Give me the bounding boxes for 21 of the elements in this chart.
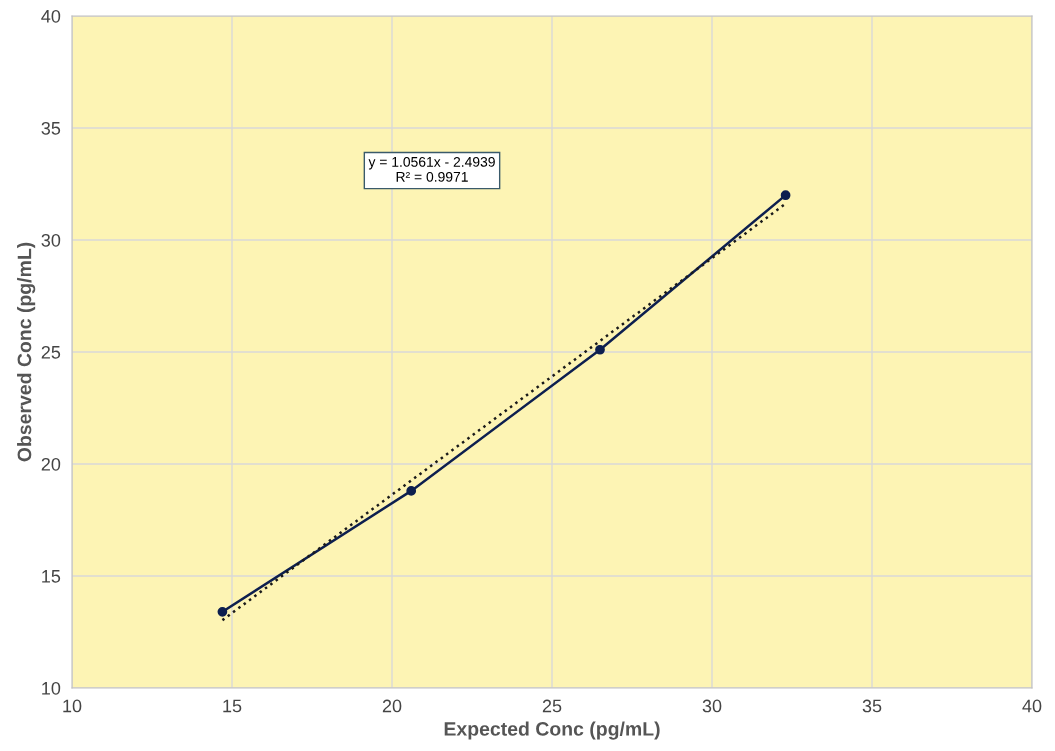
x-tick-label: 10 xyxy=(63,699,82,713)
x-tick-label: 15 xyxy=(223,699,242,713)
annotation: y = 1.0561x - 2.4939 R² = 0.9971 xyxy=(368,156,495,182)
point xyxy=(406,486,417,496)
x-tick-label: 30 xyxy=(702,699,722,713)
y-tick-label: 30 xyxy=(41,233,61,247)
point xyxy=(217,606,228,617)
point xyxy=(780,190,791,201)
y-tick-label: 20 xyxy=(41,457,61,471)
y-tick-label: 15 xyxy=(42,570,61,583)
point xyxy=(595,344,605,355)
x-tick-label: 25 xyxy=(542,699,562,713)
x-axis-title: Expected Conc (pg/mL) xyxy=(444,721,660,740)
y-axis-title: Observed Conc (pg/mL) xyxy=(17,242,36,462)
y-tick-label: 25 xyxy=(41,345,61,359)
x-tick-label: 35 xyxy=(862,699,882,713)
y-tick-label: 10 xyxy=(42,681,61,695)
y-tick-label: 35 xyxy=(41,121,61,135)
x-tick-label: 40 xyxy=(1022,699,1042,713)
y-tick-label: 40 xyxy=(41,9,61,23)
x-tick-label: 20 xyxy=(382,699,402,713)
